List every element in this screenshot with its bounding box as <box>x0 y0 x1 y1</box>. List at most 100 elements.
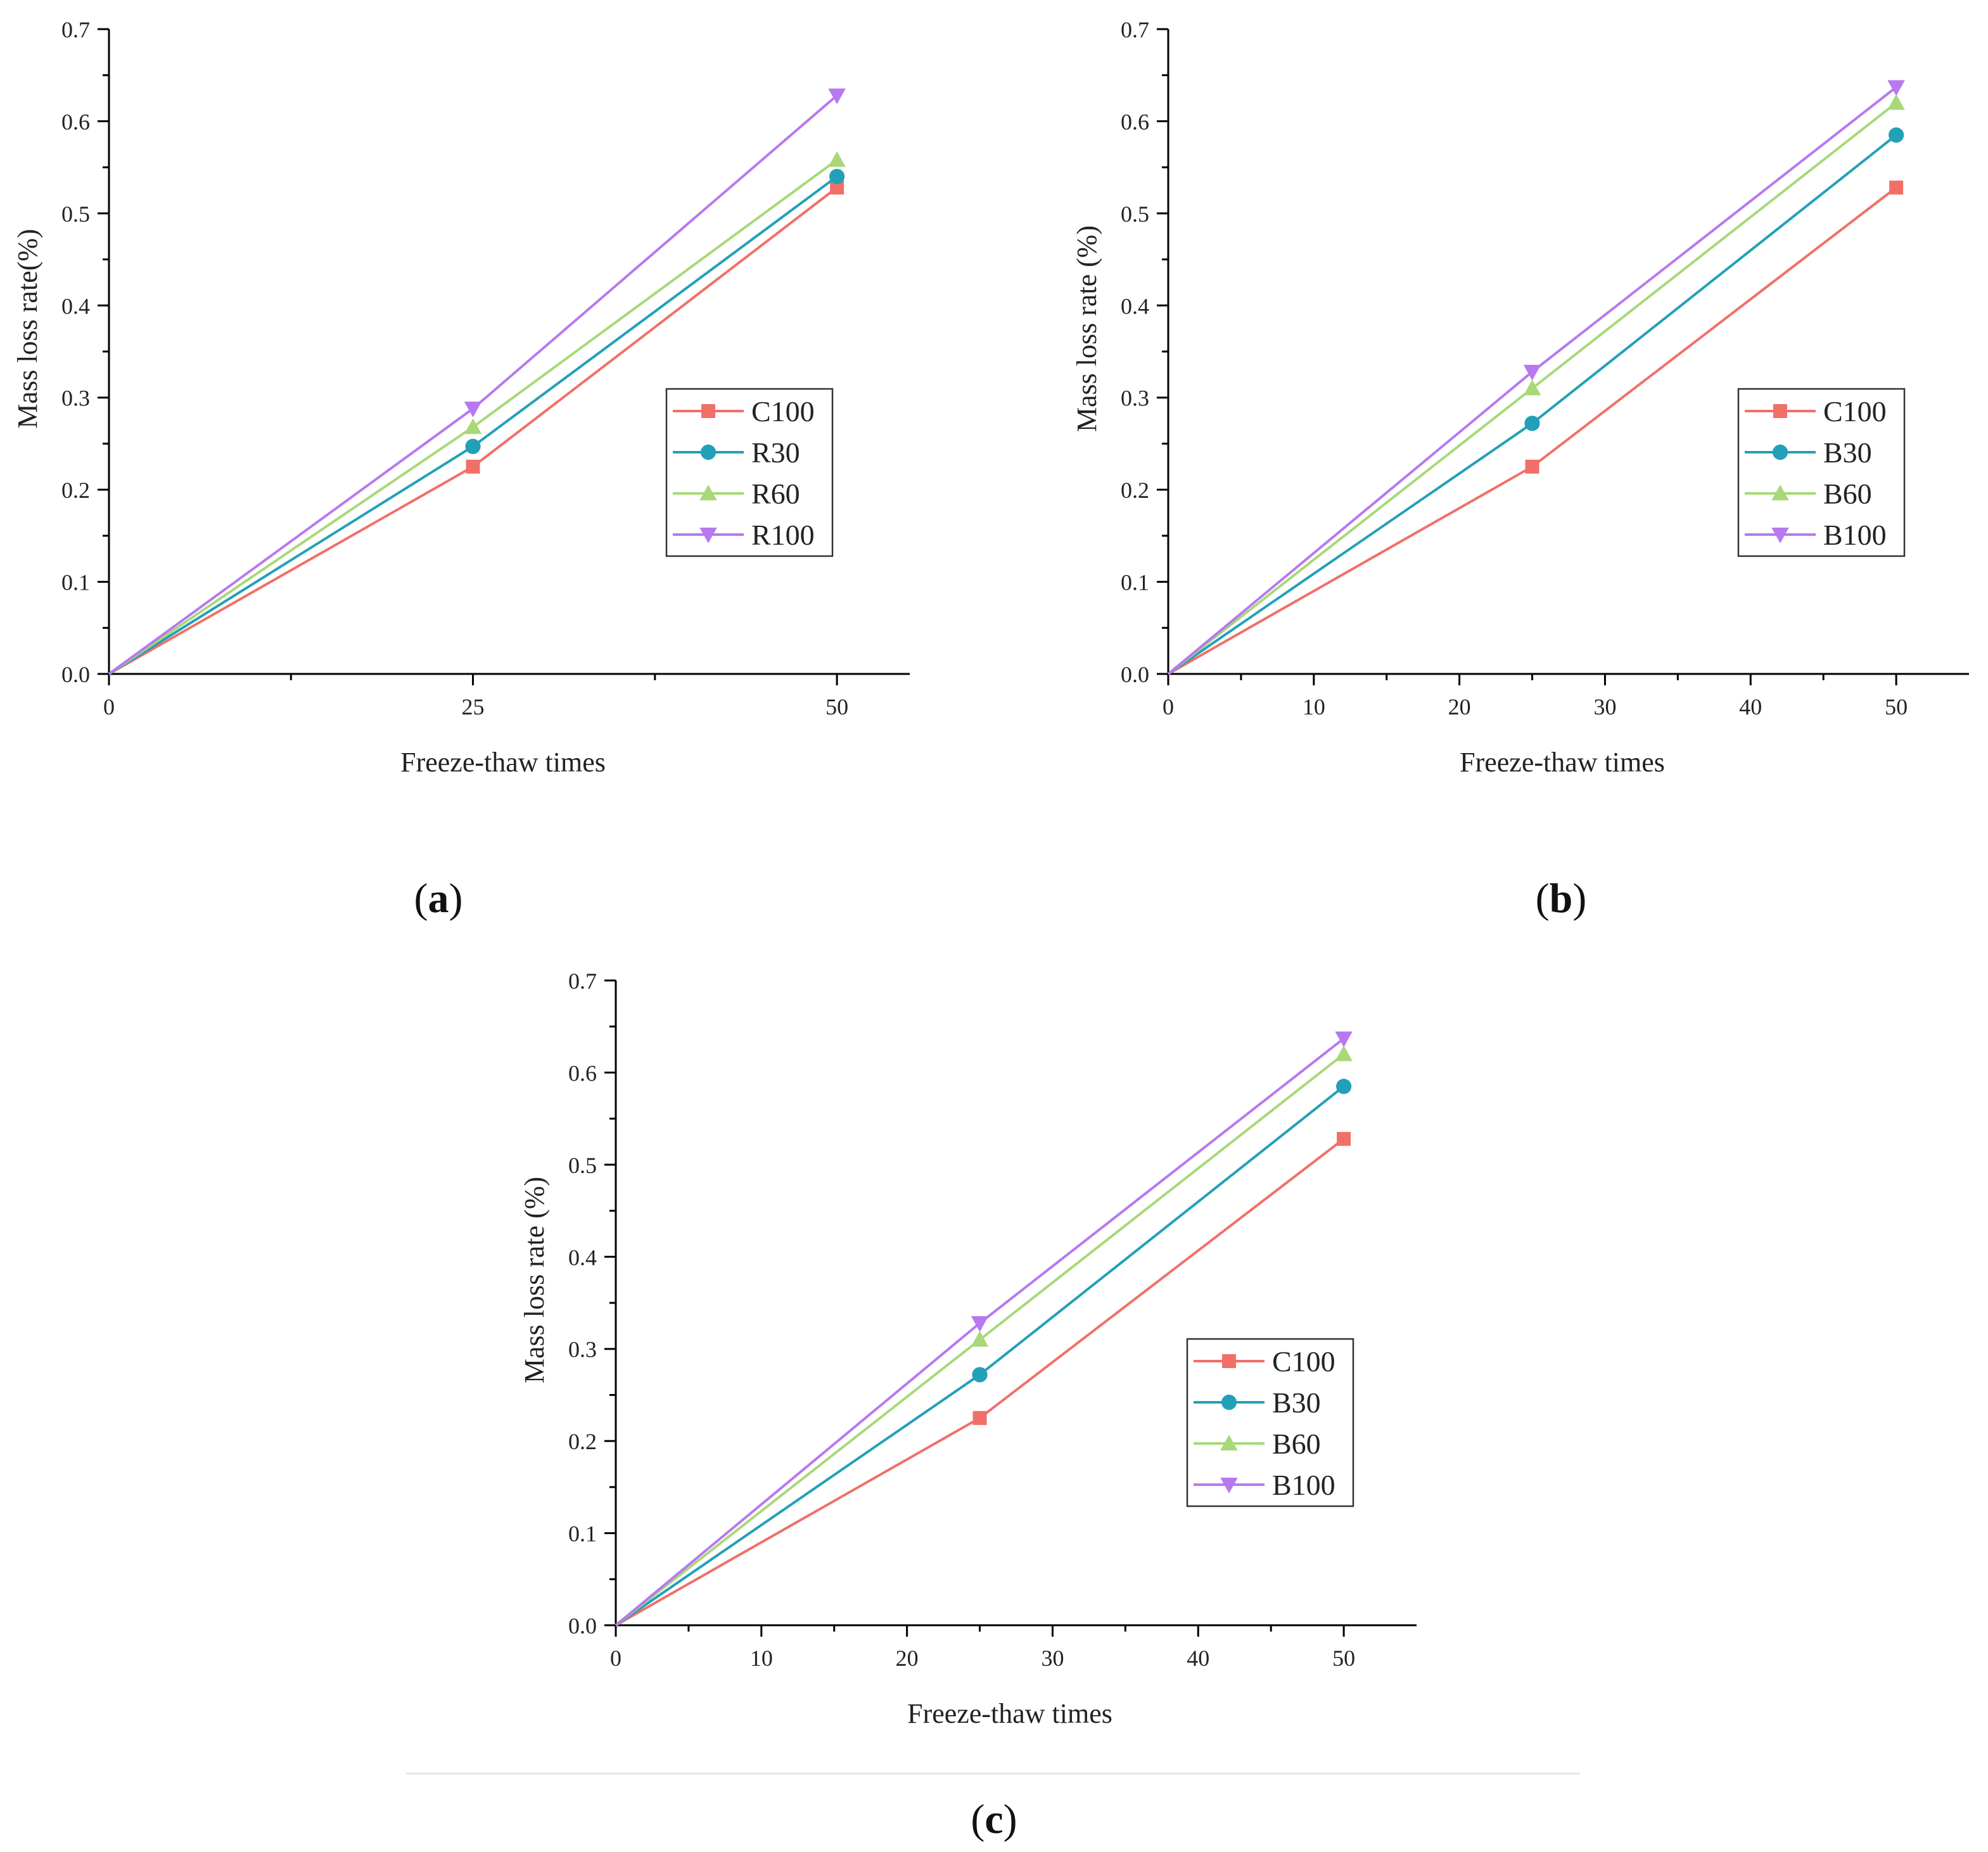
data-point <box>972 1367 988 1383</box>
legend-marker <box>1221 1394 1237 1411</box>
x-tick-label: 50 <box>1332 1646 1355 1671</box>
panel-label-close: ) <box>1004 1796 1017 1842</box>
data-point <box>1523 364 1541 381</box>
series-b60 <box>615 1045 1353 1627</box>
y-tick-label: 0.1 <box>1121 570 1149 595</box>
series-c100 <box>615 1132 1351 1627</box>
legend-marker <box>1220 1435 1238 1450</box>
series-b60 <box>1167 94 1905 675</box>
x-tick-label: 0 <box>103 694 115 720</box>
legend-label: B60 <box>1823 478 1872 510</box>
legend-label: B30 <box>1823 436 1872 469</box>
x-tick-label: 0 <box>610 1646 621 1671</box>
y-tick-label: 0.5 <box>568 1153 597 1178</box>
panel-label: (a) <box>414 875 463 922</box>
legend-marker <box>1771 485 1789 500</box>
series-c100 <box>108 181 844 675</box>
data-point <box>1335 1031 1353 1048</box>
legend: C100 B30 B60 B100 <box>1737 388 1906 557</box>
data-point <box>828 151 846 167</box>
legend-marker <box>700 444 717 460</box>
x-tick-label: 25 <box>462 694 485 720</box>
data-point <box>972 1411 987 1425</box>
chart-panel-b: 0.0 0.1 0.2 0.3 0.4 0.5 0.6 0.7 0 10 20 30 40 50 Freez… <box>1071 17 1969 922</box>
y-tick-label: 0.3 <box>568 1337 597 1362</box>
legend-label: C100 <box>1272 1345 1335 1378</box>
legend-box <box>1186 1338 1354 1507</box>
legend: C100 R30 R60 R100 <box>665 388 834 557</box>
x-axis-title: Freeze-thaw times <box>1460 747 1665 778</box>
y-axis-title: Mass loss rate (%) <box>1071 225 1102 432</box>
y-tick-label: 0.1 <box>568 1521 597 1547</box>
y-tick-label: 0.2 <box>1121 478 1149 503</box>
data-point <box>971 1331 989 1347</box>
x-tick-label: 30 <box>1041 1646 1064 1671</box>
legend-marker <box>1220 1478 1238 1494</box>
y-axis-title: Mass loss rate (%) <box>519 1177 550 1383</box>
legend-label: B100 <box>1823 519 1887 551</box>
legend-marker <box>1773 404 1787 418</box>
legend: C100 B30 B60 B100 <box>1186 1338 1354 1507</box>
series-r30 <box>108 168 845 675</box>
panel-label-open: ( <box>1536 875 1550 922</box>
data-point <box>1888 127 1904 143</box>
y-tick-label: 0.4 <box>61 293 90 319</box>
panel-label-letter: b <box>1550 875 1573 922</box>
y-tick-label: 0.0 <box>568 1613 597 1639</box>
y-tick-label: 0.5 <box>1121 201 1149 227</box>
y-tick-label: 0.6 <box>1121 109 1149 134</box>
series-b30 <box>615 1079 1352 1627</box>
y-tick-label: 0.6 <box>568 1060 597 1086</box>
x-axis-title: Freeze-thaw times <box>907 1698 1112 1729</box>
data-point <box>465 438 481 454</box>
y-tick-label: 0.7 <box>61 17 90 42</box>
legend-marker <box>701 404 715 418</box>
x-tick-label: 30 <box>1593 694 1616 720</box>
y-axis-title: Mass loss rate(%) <box>12 229 43 428</box>
data-point <box>1524 415 1540 431</box>
y-tick-label: 0.1 <box>61 570 90 595</box>
panel-label-open: ( <box>971 1796 984 1842</box>
x-tick-label: 40 <box>1187 1646 1209 1671</box>
y-tick-label: 0.4 <box>568 1245 597 1270</box>
y-tick-label: 0.7 <box>1121 17 1149 42</box>
legend-label: R100 <box>751 519 815 551</box>
series-b100 <box>615 1031 1353 1627</box>
x-tick-label: 10 <box>750 1646 773 1671</box>
data-point <box>464 402 482 417</box>
panel-label: (b) <box>1536 875 1587 922</box>
legend-label: B100 <box>1272 1469 1335 1501</box>
x-axis-title: Freeze-thaw times <box>400 747 606 778</box>
legend-label: R60 <box>751 478 800 510</box>
panel-label-open: ( <box>414 875 428 922</box>
legend-marker <box>699 528 717 543</box>
panel-label-letter: a <box>428 875 449 922</box>
data-point <box>464 418 482 434</box>
panel-label-close: ) <box>1572 875 1586 922</box>
data-point <box>1337 1132 1351 1146</box>
legend-marker <box>1771 528 1789 543</box>
legend-label: C100 <box>751 395 815 428</box>
data-point <box>1887 80 1905 96</box>
x-tick-label: 20 <box>896 1646 919 1671</box>
y-tick-label: 0.6 <box>61 109 90 134</box>
chart-panel-a: 0.0 0.1 0.2 0.3 0.4 0.5 0.6 0.7 0 25 50 Freeze-thaw… <box>12 17 910 922</box>
x-tick-label: 50 <box>825 694 848 720</box>
data-point <box>1335 1045 1353 1062</box>
data-point <box>1523 379 1541 396</box>
y-tick-label: 0.7 <box>568 968 597 994</box>
series-c100 <box>1168 181 1904 675</box>
y-tick-label: 0.5 <box>61 201 90 227</box>
data-point <box>830 181 844 195</box>
legend-label: B60 <box>1272 1428 1321 1460</box>
x-tick-label: 10 <box>1303 694 1325 720</box>
data-point <box>1335 1079 1352 1094</box>
data-point <box>1889 181 1904 195</box>
chart-panel-c: 0.0 0.1 0.2 0.3 0.4 0.5 0.6 0.7 0 10 20 30 40 50 Freez… <box>519 968 1417 1842</box>
legend-marker <box>1772 444 1788 460</box>
series-r100 <box>108 88 846 675</box>
data-point <box>971 1316 989 1332</box>
y-tick-label: 0.0 <box>1121 662 1149 687</box>
x-tick-label: 40 <box>1739 694 1762 720</box>
